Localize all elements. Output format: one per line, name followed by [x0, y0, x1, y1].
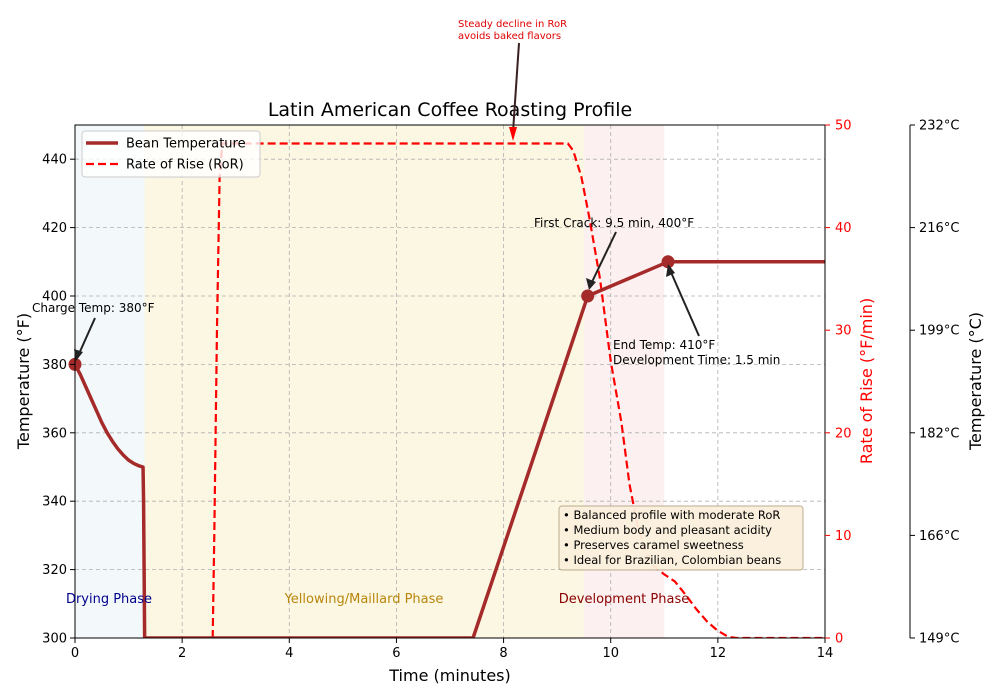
x-tick-label: 8: [499, 646, 507, 661]
marker-point: [661, 255, 675, 269]
x-tick-label: 4: [285, 646, 293, 661]
y-left-tick-label: 380: [42, 358, 67, 373]
note-2: • Medium body and pleasant acidity: [563, 523, 772, 537]
y-right-tick-label: 30: [835, 324, 852, 339]
note-3: • Preserves caramel sweetness: [563, 538, 744, 552]
x-axis: 0 2 4 6 8 10 12 14: [71, 638, 833, 661]
drying-phase-band: [75, 125, 145, 638]
y-axis-right-title: Rate of Rise (°F/min): [857, 298, 876, 464]
marker-point: [581, 289, 595, 303]
annotation-ror-text-line2: avoids baked flavors: [458, 31, 561, 42]
phase-label-development: Development Phase: [559, 592, 689, 607]
phase-label-drying: Drying Phase: [66, 592, 152, 607]
y-right-tick-label: 40: [835, 221, 852, 236]
y-far-right-tick-label: 182°C: [919, 426, 959, 441]
annotation-ror-text-line1: Steady decline in RoR: [458, 19, 567, 30]
y-axis-right: 0 10 20 30 40 50: [825, 119, 852, 647]
annotation-end: End Temp: 410°F Development Time: 1.5 mi…: [613, 264, 780, 367]
annotation-first-crack-text: First Crack: 9.5 min, 400°F: [534, 216, 694, 230]
y-right-tick-label: 0: [835, 632, 843, 647]
x-tick-label: 12: [710, 646, 727, 661]
notes-box: • Balanced profile with moderate RoR • M…: [558, 505, 804, 571]
annotation-end-text-line1: End Temp: 410°F: [613, 338, 715, 352]
legend-label-bean-temperature: Bean Temperature: [126, 137, 246, 152]
y-left-tick-label: 420: [42, 221, 67, 236]
y-left-tick-label: 360: [42, 426, 67, 441]
legend: Bean Temperature Rate of Rise (RoR): [81, 130, 261, 178]
y-far-right-tick-label: 199°C: [919, 324, 959, 339]
grid: [74, 125, 826, 639]
x-tick-label: 0: [71, 646, 79, 661]
y-right-tick-label: 20: [835, 426, 852, 441]
y-axis-far-right: 149°C 166°C 182°C 199°C 216°C 232°C: [910, 119, 959, 647]
x-tick-label: 10: [602, 646, 619, 661]
y-left-tick-label: 320: [42, 563, 67, 578]
y-left-tick-label: 440: [42, 153, 67, 168]
markers: [68, 255, 675, 371]
annotation-ror: Steady decline in RoR avoids baked flavo…: [458, 19, 567, 141]
y-far-right-tick-label: 232°C: [919, 119, 959, 134]
y-right-tick-label: 50: [835, 119, 852, 134]
y-far-right-tick-label: 149°C: [919, 632, 959, 647]
y-axis-far-right-title: Temperature (°C): [966, 312, 985, 451]
plot-frame: [74, 124, 826, 639]
note-1: • Balanced profile with moderate RoR: [563, 508, 780, 522]
yellowing-phase-band: [144, 125, 584, 638]
x-tick-label: 2: [178, 646, 186, 661]
annotation-charge: Charge Temp: 380°F: [32, 301, 155, 361]
annotation-charge-text: Charge Temp: 380°F: [32, 301, 155, 315]
y-far-right-tick-label: 166°C: [919, 529, 959, 544]
y-left-tick-label: 400: [42, 290, 67, 305]
bean-temperature-series-line: [75, 260, 825, 638]
annotation-first-crack: First Crack: 9.5 min, 400°F: [534, 216, 694, 290]
y-left-tick-label: 300: [42, 632, 67, 647]
y-left-tick-label: 340: [42, 495, 67, 510]
x-axis-title: Time (minutes): [388, 666, 511, 685]
legend-label-ror: Rate of Rise (RoR): [126, 158, 244, 173]
x-tick-label: 14: [817, 646, 834, 661]
y-axis-left: 300 320 340 360 380 400 420 440: [42, 153, 75, 647]
phase-label-yellowing: Yellowing/Maillard Phase: [284, 592, 444, 607]
y-far-right-tick-label: 216°C: [919, 221, 959, 236]
chart-title: Latin American Coffee Roasting Profile: [268, 99, 632, 121]
x-tick-label: 6: [392, 646, 400, 661]
y-right-tick-label: 10: [835, 529, 852, 544]
annotation-end-text-line2: Development Time: 1.5 min: [613, 353, 780, 367]
y-axis-left-title: Temperature (°F): [14, 313, 33, 450]
note-4: • Ideal for Brazilian, Colombian beans: [563, 553, 781, 567]
